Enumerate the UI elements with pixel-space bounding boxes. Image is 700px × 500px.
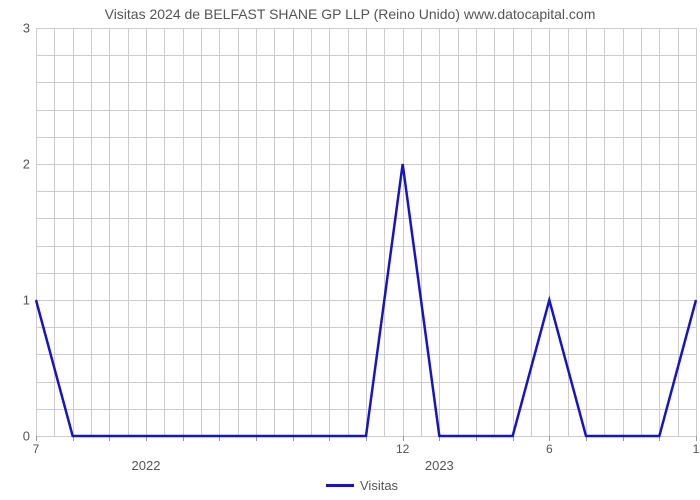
series-line: [0, 0, 700, 500]
